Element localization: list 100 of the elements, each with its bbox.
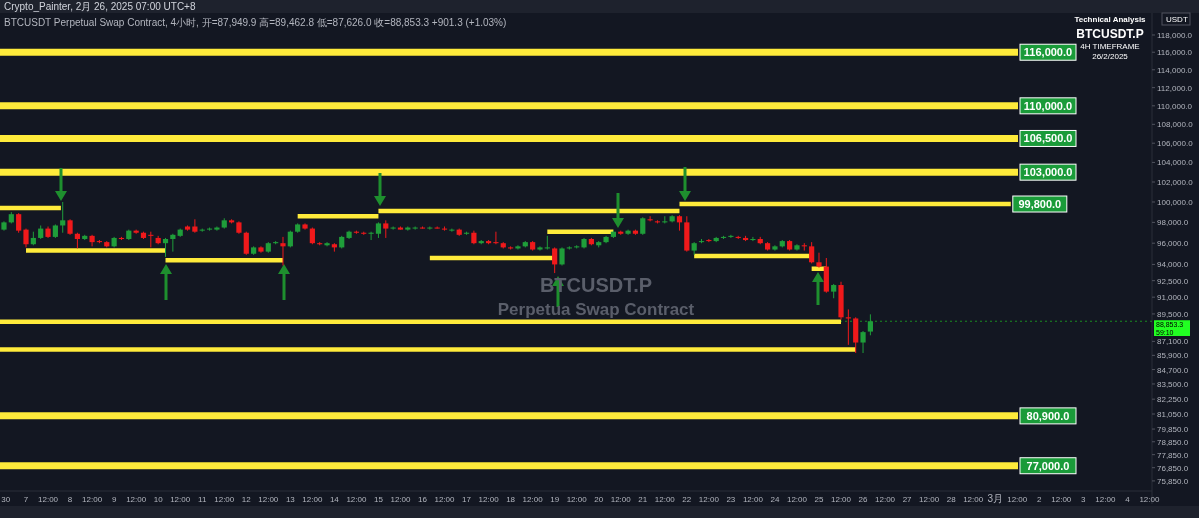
candlestick: [508, 245, 514, 251]
candlestick: [390, 226, 396, 231]
y-tick-label: 96,000.0: [1157, 239, 1189, 249]
x-tick-label: 12:00: [831, 495, 852, 504]
ref-line-label: 116,000.0: [1023, 46, 1073, 59]
annotation: Perpetua Swap Contract: [497, 300, 695, 319]
candlestick: [133, 229, 139, 235]
x-tick-label: 12:00: [963, 495, 984, 504]
candlestick: [816, 252, 822, 269]
candlestick: [647, 215, 653, 222]
y-tick-label: 91,000.0: [1157, 293, 1189, 303]
x-tick-label: 12:00: [170, 495, 191, 504]
ref-line-label: 77,000.0: [1026, 459, 1070, 472]
candlestick: [559, 246, 565, 267]
x-tick-label: 12:00: [522, 495, 544, 504]
x-tick-label: 27: [902, 495, 913, 504]
x-tick-label: 20: [594, 495, 604, 504]
candlestick: [280, 236, 286, 267]
y-tick-label: 83,500.0: [1157, 379, 1189, 389]
candlestick: [214, 226, 220, 232]
x-tick-label: 7: [23, 495, 29, 504]
candlestick: [23, 228, 29, 248]
candlestick: [867, 313, 873, 336]
chart-title: BTCUSDT Perpetual Swap Contract, 4小时, 开=87,949.9 高=89,462.8 低=87,626.0 收=88,853.3 +901.3 (+1.03%): [4, 17, 507, 28]
candlestick: [162, 237, 169, 258]
x-tick-label: 12:00: [214, 495, 235, 504]
x-tick-label: 10: [153, 495, 164, 504]
x-tick-label: 11: [198, 495, 207, 504]
x-tick-label: 15: [373, 495, 384, 504]
ref-line-label: 106,500.0: [1023, 132, 1073, 145]
y-tick-label: 87,100.0: [1157, 337, 1189, 347]
y-tick-label: 84,700.0: [1157, 365, 1189, 375]
x-tick-label: 19: [550, 495, 560, 504]
text: Crypto_Painter, 2月 26, 2025 07:00 UTC+8: [4, 1, 196, 12]
x-tick-label: 25: [814, 495, 824, 504]
y-tick-label: 104,000.0: [1157, 158, 1194, 168]
x-tick-label: 12:00: [875, 495, 896, 504]
y-tick-label: 106,000.0: [1157, 139, 1194, 149]
x-tick-label: 14: [329, 495, 340, 504]
y-tick-label: 94,000.0: [1157, 260, 1189, 270]
candlestick: [243, 231, 249, 256]
x-tick-label: 12:00: [434, 495, 456, 504]
y-tick-label: 112,000.0: [1157, 83, 1193, 93]
candlestick: [60, 201, 66, 234]
candlestick: [170, 233, 176, 253]
y-tick-label: 77,850.0: [1157, 450, 1189, 460]
x-tick-label: 12:00: [390, 495, 412, 504]
x-tick-label: 9: [111, 495, 117, 504]
annotation: 4H TIMEFRAME: [1080, 42, 1140, 51]
y-tick-label: 114,000.0: [1157, 65, 1193, 75]
y-tick-label: 108,000.0: [1157, 120, 1194, 130]
x-tick-label: 16: [418, 495, 428, 504]
y-tick-label: 76,850.0: [1157, 463, 1189, 473]
ref-line-label: 103,000.0: [1023, 166, 1073, 179]
x-tick-label: 12:00: [742, 495, 764, 504]
text: USDT: [1166, 15, 1188, 24]
x-tick-label: 12:00: [1051, 495, 1072, 504]
annotation: BTCUSDT.P: [1076, 27, 1144, 41]
candlestick: [192, 218, 198, 234]
annotation: Technical Analysis: [1074, 15, 1147, 24]
x-tick-label: 3月: [987, 493, 1003, 504]
y-tick-label: 75,850.0: [1157, 476, 1189, 486]
y-tick-label: 116,000.0: [1157, 48, 1193, 58]
x-tick-label: 13: [285, 495, 296, 504]
candlestick: [552, 246, 558, 274]
candlestick: [544, 235, 550, 251]
candlestick: [750, 236, 756, 242]
candlestick: [515, 244, 521, 251]
candlestick: [801, 242, 807, 252]
candlestick: [809, 241, 815, 264]
x-tick-label: 12:00: [346, 495, 367, 504]
candlestick: [324, 241, 330, 247]
candlestick: [16, 212, 22, 234]
candlestick: [706, 238, 712, 243]
x-tick-label: 12:00: [698, 495, 720, 504]
candlestick: [537, 245, 543, 252]
x-tick-label: 23: [726, 495, 736, 504]
y-tick-label: 78,850.0: [1157, 437, 1189, 447]
x-tick-label: 12:00: [1139, 495, 1160, 504]
x-tick-label: 12:00: [126, 495, 147, 504]
x-tick-label: 24: [770, 495, 780, 504]
x-tick-label: 2: [1037, 495, 1043, 504]
y-tick-label: 118,000.0: [1157, 30, 1193, 40]
x-tick-label: 12:00: [566, 495, 588, 504]
ref-line-label: 110,000.0: [1023, 99, 1073, 112]
y-tick-label: 98,000.0: [1157, 218, 1189, 228]
x-tick-label: 12:00: [919, 495, 940, 504]
x-tick-label: 17: [462, 495, 472, 504]
x-tick-label: 28: [946, 495, 957, 504]
x-tick-label: 12:00: [302, 495, 323, 504]
candlestick: [493, 231, 499, 245]
x-tick-label: 22: [682, 495, 692, 504]
y-tick-label: 85,900.0: [1157, 351, 1189, 361]
y-tick-label: 92,500.0: [1157, 276, 1189, 286]
y-tick-label: 100,000.0: [1157, 198, 1194, 207]
x-tick-label: 12:00: [654, 495, 676, 504]
y-tick-label: 81,050.0: [1157, 410, 1189, 419]
x-tick-label: 21: [638, 495, 648, 504]
series-label: 99,800.0: [1018, 198, 1062, 211]
y-tick-label: 79,850.0: [1157, 425, 1189, 435]
